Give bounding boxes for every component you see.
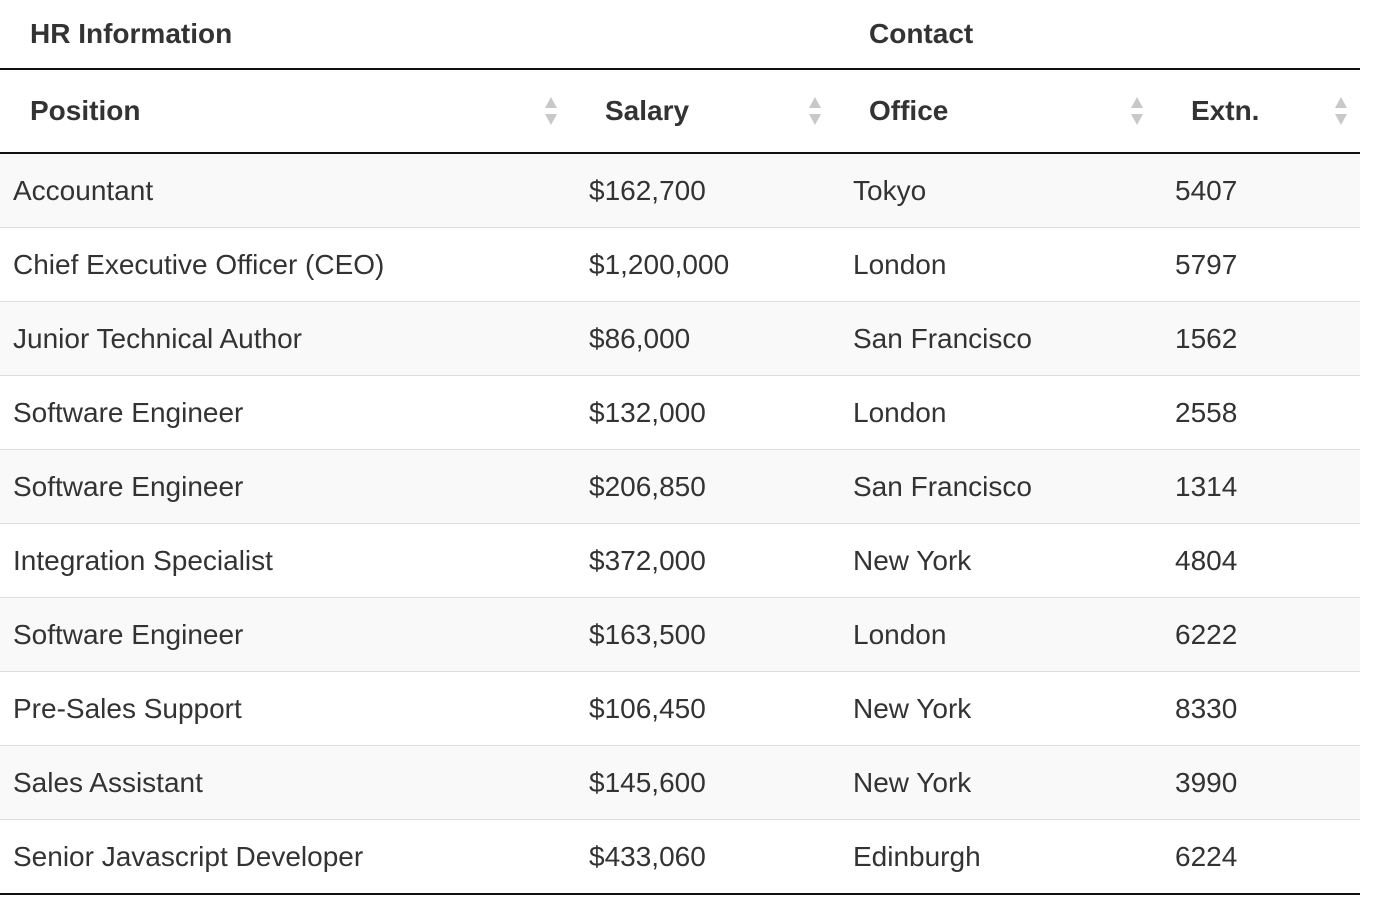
cell-office: San Francisco bbox=[840, 449, 1162, 524]
table-row: Accountant $162,700 Tokyo 5407 bbox=[0, 153, 1361, 228]
cell-extn: 5797 bbox=[1162, 227, 1361, 302]
cell-position: Sales Assistant bbox=[0, 745, 576, 820]
sort-both-icon bbox=[544, 96, 558, 126]
hr-data-table-wrapper: HR Information Contact Position Salary bbox=[0, 0, 1361, 895]
table-row: Software Engineer $132,000 London 2558 bbox=[0, 375, 1361, 450]
table-header: HR Information Contact Position Salary bbox=[0, 0, 1361, 154]
column-header-label: Salary bbox=[605, 95, 690, 126]
cell-position: Accountant bbox=[0, 153, 576, 228]
cell-position: Chief Executive Officer (CEO) bbox=[0, 227, 576, 302]
cell-salary: $145,600 bbox=[576, 745, 840, 820]
cell-office: New York bbox=[840, 745, 1162, 820]
cell-position: Senior Javascript Developer bbox=[0, 819, 576, 895]
table-row: Software Engineer $206,850 San Francisco… bbox=[0, 449, 1361, 524]
column-header-label: Extn. bbox=[1191, 95, 1260, 126]
cell-extn: 3990 bbox=[1162, 745, 1361, 820]
cell-office: London bbox=[840, 597, 1162, 672]
cell-salary: $1,200,000 bbox=[576, 227, 840, 302]
cell-salary: $86,000 bbox=[576, 301, 840, 376]
cell-position: Software Engineer bbox=[0, 597, 576, 672]
cell-position: Pre-Sales Support bbox=[0, 671, 576, 746]
cell-extn: 6224 bbox=[1162, 819, 1361, 895]
table-row: Integration Specialist $372,000 New York… bbox=[0, 523, 1361, 598]
table-row: Senior Javascript Developer $433,060 Edi… bbox=[0, 819, 1361, 895]
cell-extn: 4804 bbox=[1162, 523, 1361, 598]
table-row: Sales Assistant $145,600 New York 3990 bbox=[0, 745, 1361, 820]
cell-position: Junior Technical Author bbox=[0, 301, 576, 376]
cell-office: Edinburgh bbox=[840, 819, 1162, 895]
cell-salary: $106,450 bbox=[576, 671, 840, 746]
cell-extn: 2558 bbox=[1162, 375, 1361, 450]
hr-data-table: HR Information Contact Position Salary bbox=[0, 0, 1361, 895]
cell-office: London bbox=[840, 227, 1162, 302]
column-header-office[interactable]: Office bbox=[840, 69, 1162, 154]
sort-both-icon bbox=[1334, 96, 1348, 126]
cell-salary: $433,060 bbox=[576, 819, 840, 895]
group-header-hr-information: HR Information bbox=[0, 0, 840, 70]
group-header-contact: Contact bbox=[840, 0, 1361, 70]
cell-salary: $162,700 bbox=[576, 153, 840, 228]
column-header-label: Office bbox=[869, 95, 949, 126]
cell-salary: $163,500 bbox=[576, 597, 840, 672]
sort-both-icon bbox=[1130, 96, 1144, 126]
cell-office: New York bbox=[840, 523, 1162, 598]
table-row: Junior Technical Author $86,000 San Fran… bbox=[0, 301, 1361, 376]
cell-salary: $372,000 bbox=[576, 523, 840, 598]
cell-office: London bbox=[840, 375, 1162, 450]
cell-position: Software Engineer bbox=[0, 449, 576, 524]
column-header-label: Position bbox=[30, 95, 141, 126]
cell-extn: 8330 bbox=[1162, 671, 1361, 746]
cell-position: Integration Specialist bbox=[0, 523, 576, 598]
cell-office: New York bbox=[840, 671, 1162, 746]
cell-office: San Francisco bbox=[840, 301, 1162, 376]
cell-extn: 1314 bbox=[1162, 449, 1361, 524]
group-header-row: HR Information Contact bbox=[0, 0, 1361, 70]
cell-salary: $206,850 bbox=[576, 449, 840, 524]
sort-both-icon bbox=[808, 96, 822, 126]
column-header-salary[interactable]: Salary bbox=[576, 69, 840, 154]
table-row: Chief Executive Officer (CEO) $1,200,000… bbox=[0, 227, 1361, 302]
cell-extn: 5407 bbox=[1162, 153, 1361, 228]
cell-office: Tokyo bbox=[840, 153, 1162, 228]
column-header-row: Position Salary Office bbox=[0, 69, 1361, 154]
cell-position: Software Engineer bbox=[0, 375, 576, 450]
cell-extn: 6222 bbox=[1162, 597, 1361, 672]
cell-extn: 1562 bbox=[1162, 301, 1361, 376]
column-header-position[interactable]: Position bbox=[0, 69, 576, 154]
table-row: Software Engineer $163,500 London 6222 bbox=[0, 597, 1361, 672]
table-row: Pre-Sales Support $106,450 New York 8330 bbox=[0, 671, 1361, 746]
cell-salary: $132,000 bbox=[576, 375, 840, 450]
column-header-extn[interactable]: Extn. bbox=[1162, 69, 1361, 154]
table-body: Accountant $162,700 Tokyo 5407 Chief Exe… bbox=[0, 153, 1361, 895]
